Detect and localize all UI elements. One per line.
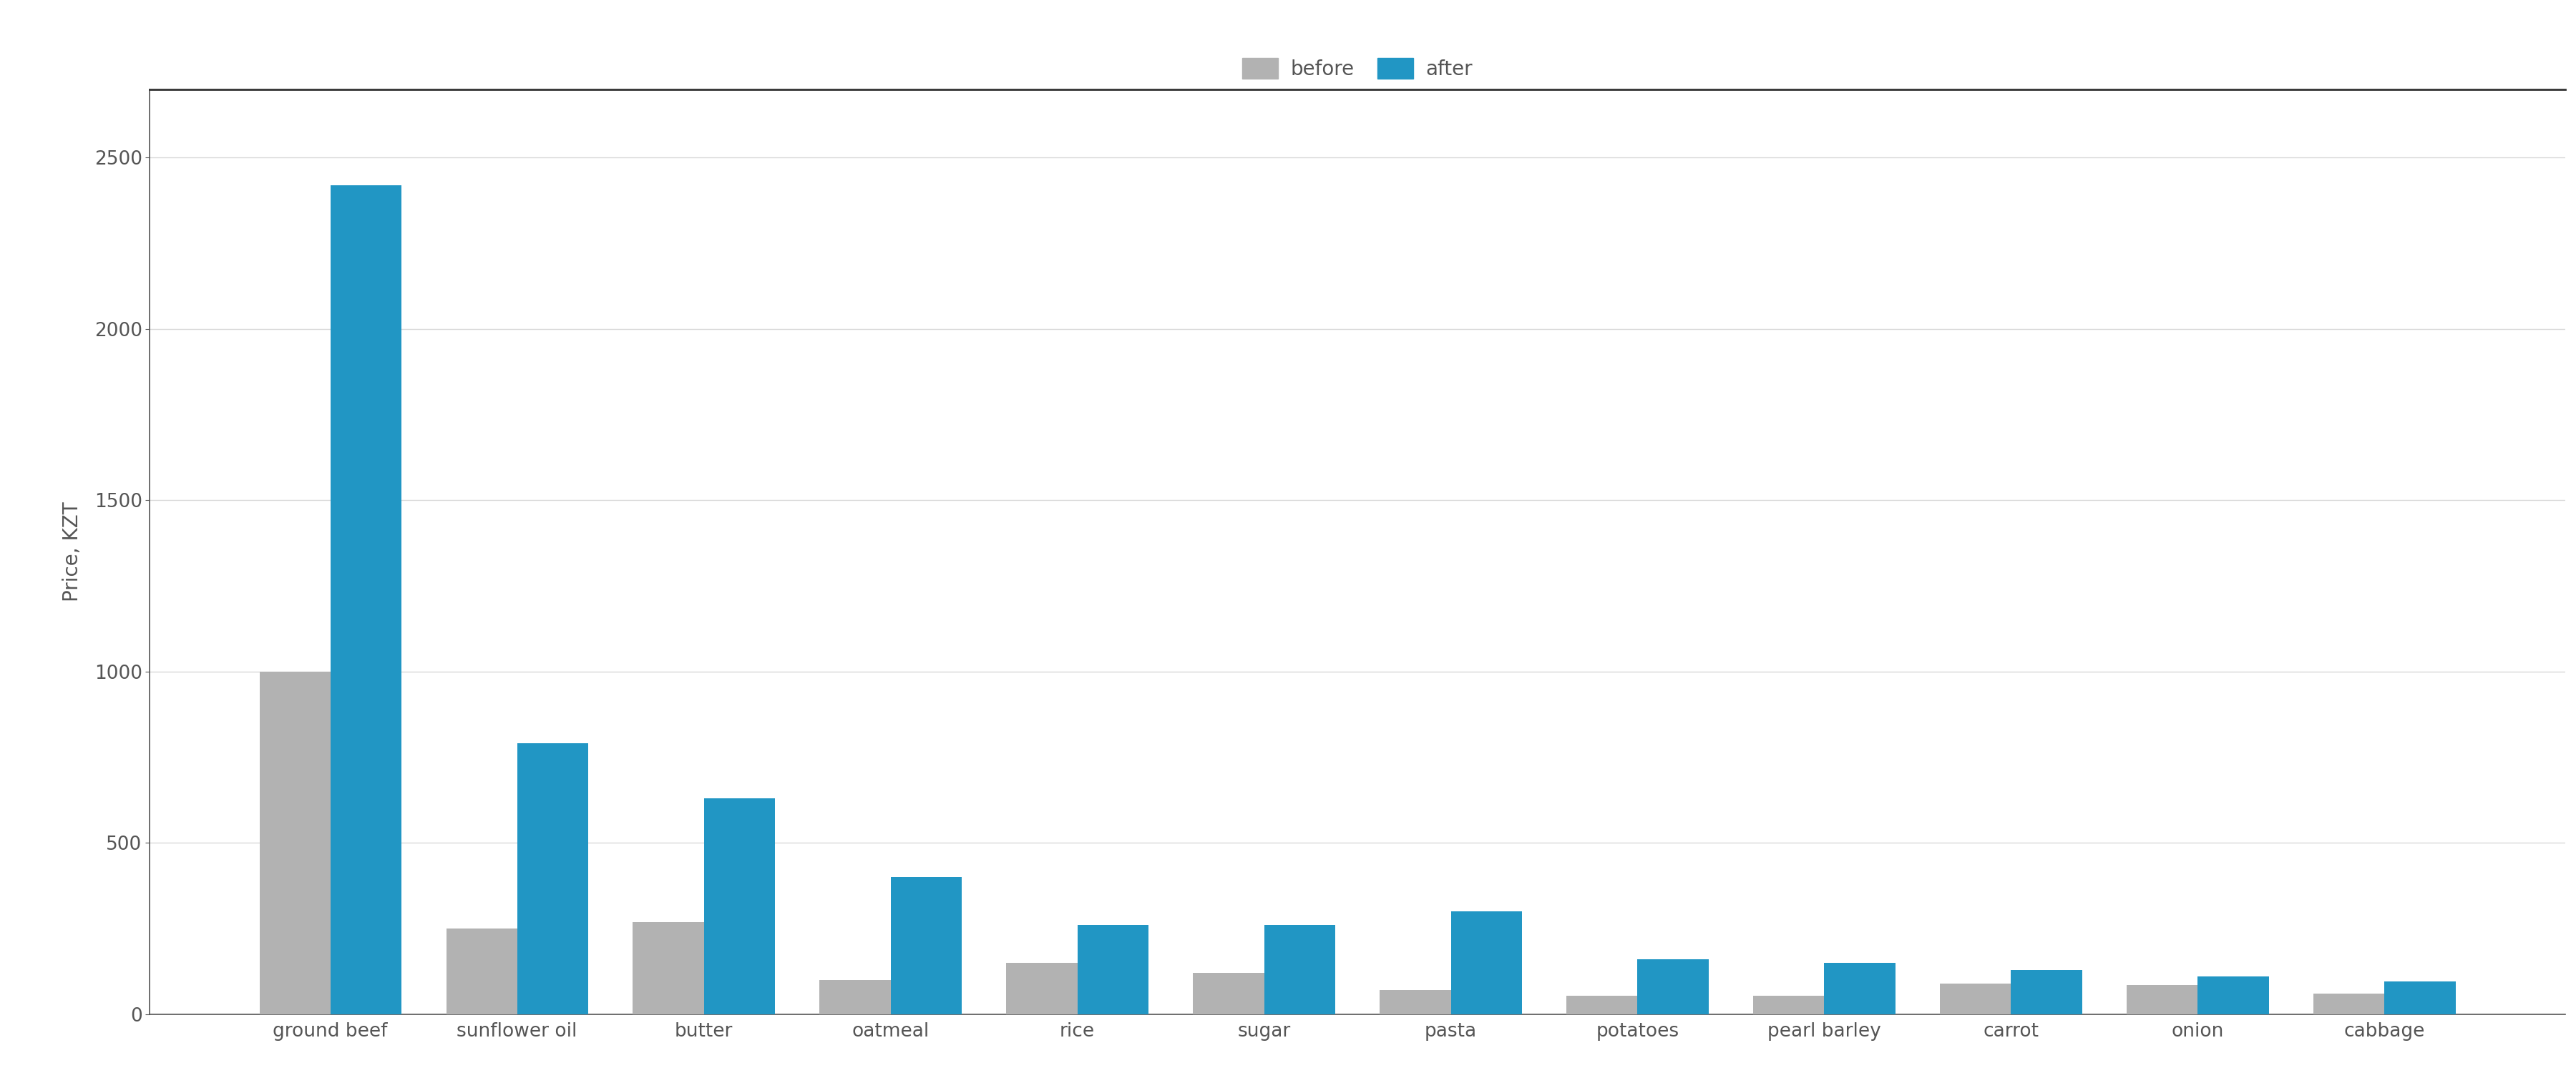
Bar bbox=[1450, 911, 1522, 1014]
Bar bbox=[634, 922, 703, 1014]
Bar bbox=[703, 798, 775, 1014]
Bar bbox=[1754, 996, 1824, 1014]
Bar bbox=[2197, 976, 2269, 1014]
Bar bbox=[1193, 973, 1265, 1014]
Bar bbox=[2313, 994, 2385, 1014]
Bar bbox=[1007, 962, 1077, 1014]
Legend: before, after: before, after bbox=[1231, 48, 1481, 89]
Bar bbox=[2128, 985, 2197, 1014]
Bar bbox=[2012, 970, 2081, 1014]
Bar bbox=[1940, 984, 2012, 1014]
Bar bbox=[1265, 925, 1334, 1014]
Bar bbox=[819, 980, 891, 1014]
Bar bbox=[446, 928, 518, 1014]
Bar bbox=[260, 672, 330, 1014]
Bar bbox=[1566, 996, 1638, 1014]
Bar bbox=[518, 744, 587, 1014]
Bar bbox=[1077, 925, 1149, 1014]
Bar bbox=[330, 186, 402, 1014]
Bar bbox=[1381, 990, 1450, 1014]
Bar bbox=[891, 878, 961, 1014]
Bar bbox=[2385, 982, 2455, 1014]
Bar bbox=[1638, 959, 1708, 1014]
Bar bbox=[1824, 962, 1896, 1014]
Y-axis label: Price, KZT: Price, KZT bbox=[62, 502, 82, 602]
